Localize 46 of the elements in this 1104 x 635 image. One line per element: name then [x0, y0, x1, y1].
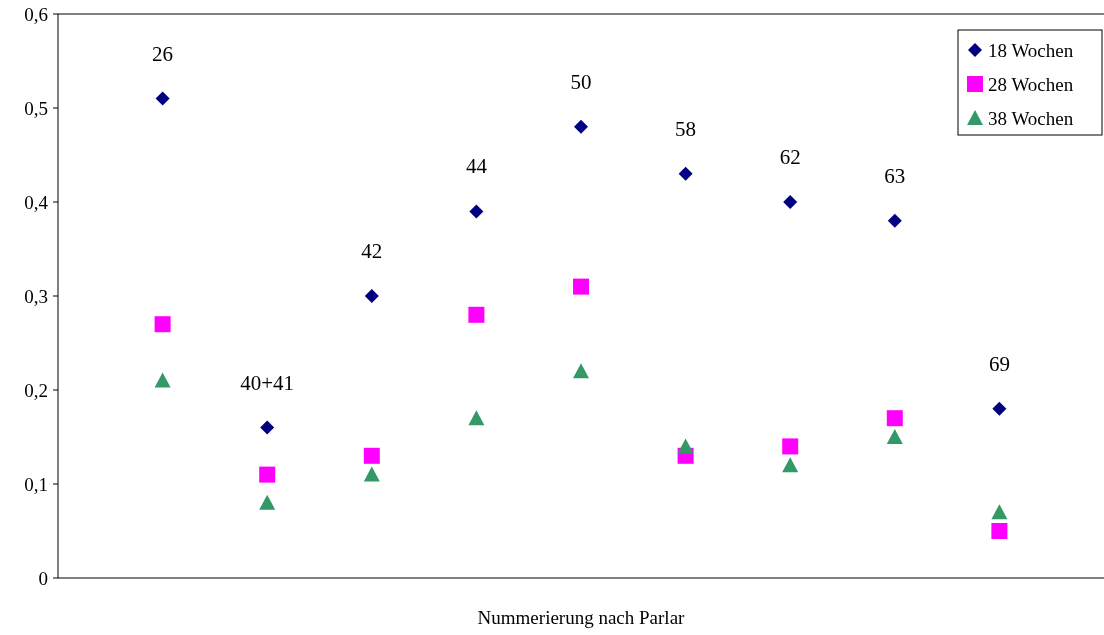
x-tick-label: 42	[361, 239, 383, 263]
legend-label: 18 Wochen	[988, 39, 1074, 61]
point	[677, 438, 694, 454]
point	[886, 429, 903, 444]
y-tick-label: 0,2	[24, 379, 48, 401]
point	[259, 466, 276, 483]
x-tick-label: 40+41	[240, 370, 295, 395]
point	[992, 401, 1007, 416]
point	[886, 410, 903, 427]
point	[574, 119, 588, 134]
point	[259, 494, 276, 510]
legend-label: 38 Wochen	[988, 107, 1074, 129]
x-tick-label: 50	[570, 69, 592, 94]
y-tick-label: 0,6	[24, 3, 48, 25]
y-tick-label: 0,3	[24, 285, 48, 307]
x-tick-label: 44	[465, 154, 488, 179]
point	[887, 213, 902, 228]
point	[678, 166, 693, 181]
x-tick-label: 26	[152, 41, 174, 66]
point	[363, 466, 380, 482]
point	[991, 523, 1008, 539]
point	[155, 91, 170, 106]
x-axis-title: Nummerierung nach Parlar	[477, 607, 686, 628]
y-tick-label: 0,5	[24, 97, 48, 119]
point	[573, 278, 589, 295]
y-tick-label: 0,1	[24, 473, 48, 495]
point	[154, 316, 171, 333]
point	[468, 410, 485, 426]
y-tick-label: 0	[38, 567, 48, 589]
point	[782, 457, 799, 473]
x-tick-label: 69	[988, 351, 1010, 376]
point	[573, 363, 589, 379]
point	[260, 420, 275, 435]
point	[783, 195, 798, 209]
point	[364, 289, 379, 303]
y-tick-label: 0,4	[24, 191, 49, 213]
point	[469, 204, 484, 219]
legend-label: 28 Wochen	[988, 73, 1074, 95]
point	[154, 372, 171, 388]
point	[991, 504, 1008, 520]
point	[363, 447, 380, 464]
point	[782, 438, 799, 455]
x-tick-label: 62	[779, 145, 801, 169]
x-tick-label: 58	[675, 116, 697, 141]
point	[468, 306, 485, 323]
x-tick-label: 63	[884, 163, 906, 188]
